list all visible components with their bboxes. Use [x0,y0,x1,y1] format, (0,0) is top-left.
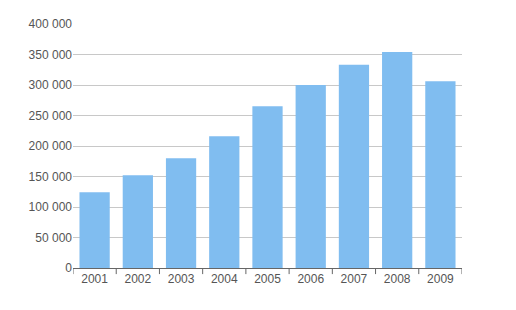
svg-text:2008: 2008 [384,272,411,286]
svg-text:150 000: 150 000 [29,170,73,184]
svg-text:350 000: 350 000 [29,48,73,62]
svg-text:2002: 2002 [124,272,151,286]
svg-text:2001: 2001 [81,272,108,286]
svg-text:0: 0 [65,261,72,275]
svg-text:300 000: 300 000 [29,78,73,92]
svg-text:50 000: 50 000 [35,231,72,245]
svg-text:2007: 2007 [341,272,368,286]
svg-text:250 000: 250 000 [29,109,73,123]
svg-text:2004: 2004 [211,272,238,286]
svg-text:2006: 2006 [297,272,324,286]
svg-text:400 000: 400 000 [29,17,73,31]
svg-text:2003: 2003 [168,272,195,286]
svg-text:200 000: 200 000 [29,139,73,153]
svg-text:2009: 2009 [427,272,454,286]
svg-text:100 000: 100 000 [29,200,73,214]
svg-text:2005: 2005 [254,272,281,286]
